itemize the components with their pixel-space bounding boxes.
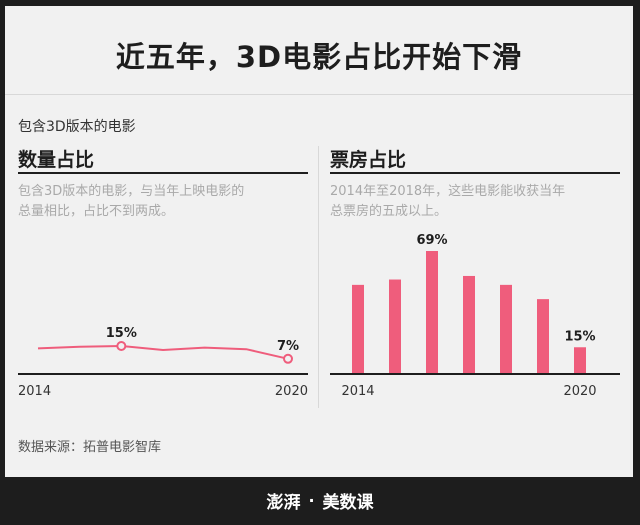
- left-desc-line-2: 总量相比，占比不到两成。: [18, 204, 175, 219]
- line-data-label: 7%: [277, 339, 299, 354]
- bar-data-label: 15%: [564, 329, 595, 344]
- left-panel-description: 包含3D版本的电影，与当年上映电影的 总量相比，占比不到两成。: [18, 182, 244, 222]
- line-x-tick-label: 2014: [18, 384, 51, 399]
- line-point-marker: [283, 353, 293, 364]
- line-point-marker: [116, 341, 127, 351]
- right-panel-description: 2014年至2018年，这些电影能收获当年 总票房的五成以上。: [330, 182, 565, 222]
- infographic-card: 近五年，3D电影占比开始下滑 包含3D版本的电影 数量占比 包含3D版本的电影，…: [5, 6, 633, 477]
- panel-divider: [318, 146, 319, 408]
- right-desc-line-1: 2014年至2018年，这些电影能收获当年: [330, 184, 566, 199]
- right-desc-line-2: 总票房的五成以上。: [330, 204, 448, 219]
- right-panel-rule: [330, 172, 620, 174]
- boxoffice-bar-2019: [537, 299, 549, 374]
- brand-separator: ·: [308, 490, 315, 510]
- page-title: 近五年，3D电影占比开始下滑: [115, 40, 523, 74]
- brand-logo-text: 澎湃: [266, 492, 301, 513]
- bar-data-label: 69%: [416, 233, 447, 248]
- title-divider: [5, 94, 633, 95]
- line-x-tick-label: 2020: [275, 384, 308, 399]
- left-desc-line-1: 包含3D版本的电影，与当年上映电影的: [18, 184, 245, 199]
- boxoffice-bar-2014: [352, 284, 364, 374]
- boxoffice-bar-2018: [500, 284, 512, 374]
- boxoffice-bar-2020: [574, 347, 586, 374]
- bar-x-tick-label: 2014: [341, 384, 374, 399]
- right-panel-title: 票房占比: [330, 149, 407, 171]
- section-caption: 包含3D版本的电影: [18, 119, 136, 135]
- footer-logo: 澎湃 · 美数课: [0, 480, 640, 520]
- line-data-label: 15%: [106, 326, 137, 341]
- bar-x-tick-label: 2020: [563, 384, 596, 399]
- boxoffice-bar-2016: [426, 251, 438, 374]
- left-panel-title: 数量占比: [18, 149, 95, 171]
- left-panel-rule: [18, 172, 308, 174]
- boxoffice-share-bar-chart: 69% 15% 2014 2020: [330, 233, 620, 399]
- boxoffice-bar-2015: [389, 279, 401, 374]
- boxoffice-bar-2017: [463, 275, 475, 374]
- column-name: 美数课: [322, 492, 374, 513]
- count-share-series-line: [37, 344, 289, 360]
- count-share-line-chart: 15% 7% 2014 2020: [18, 326, 308, 399]
- data-source: 数据来源：拓普电影智库: [18, 440, 162, 455]
